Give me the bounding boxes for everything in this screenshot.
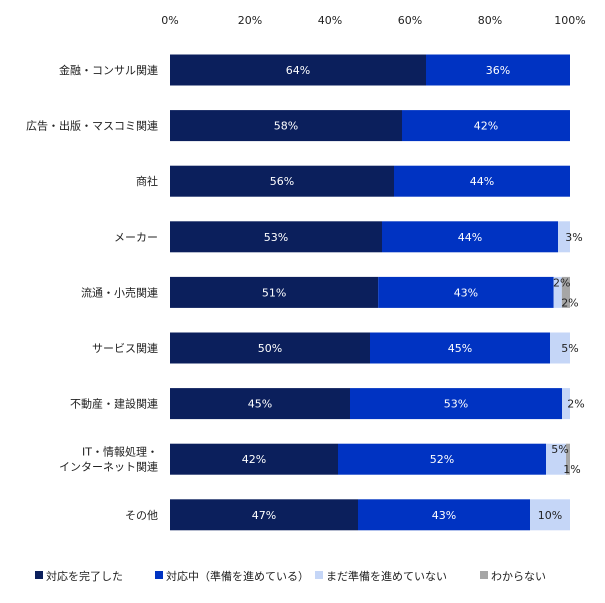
- legend-swatch: [480, 571, 488, 579]
- bar-segment: [170, 221, 382, 253]
- category-label: 商社: [136, 174, 158, 188]
- data-label: 47%: [252, 509, 276, 522]
- bar-segment: [530, 499, 570, 531]
- data-label: 5%: [551, 443, 568, 456]
- data-label: 51%: [262, 286, 286, 299]
- data-label: 2%: [567, 398, 584, 411]
- category-label: IT・情報処理・: [82, 446, 158, 459]
- legend-label: わからない: [491, 570, 546, 583]
- legend-swatch: [315, 571, 323, 579]
- data-label: 44%: [470, 175, 494, 188]
- bar-segment: [350, 388, 562, 420]
- bar-segment: [358, 499, 530, 531]
- category-label: メーカー: [114, 231, 158, 244]
- data-label: 3%: [565, 231, 582, 244]
- bar-segment: [546, 443, 566, 475]
- data-label: 10%: [538, 509, 562, 522]
- bar-segment: [170, 499, 358, 531]
- category-label: 流通・小売関連: [81, 285, 158, 299]
- category-label: 金融・コンサル関連: [59, 63, 158, 77]
- bar-segment: [170, 54, 426, 86]
- bar-segment: [553, 276, 562, 308]
- bar-segment: [370, 332, 550, 364]
- data-label: 56%: [270, 175, 294, 188]
- bar-segment: [426, 54, 570, 86]
- data-label: 52%: [430, 453, 454, 466]
- data-label: 53%: [264, 231, 288, 244]
- bar-segment: [170, 443, 338, 475]
- x-tick-label: 20%: [238, 14, 262, 27]
- bar-segment: [394, 165, 570, 197]
- category-label: 不動産・建設関連: [70, 397, 158, 411]
- data-label: 50%: [258, 342, 282, 355]
- data-label: 45%: [248, 398, 272, 411]
- x-tick-label: 40%: [318, 14, 342, 27]
- data-label: 53%: [444, 398, 468, 411]
- legend-swatch: [35, 571, 43, 579]
- data-label: 43%: [454, 286, 478, 299]
- x-tick-label: 100%: [554, 14, 585, 27]
- data-label: 45%: [448, 342, 472, 355]
- legend-label: 対応を完了した: [46, 569, 123, 583]
- data-label: 58%: [274, 120, 298, 133]
- category-label: サービス関連: [92, 341, 158, 355]
- category-label: その他: [125, 509, 158, 522]
- legend-label: まだ準備を進めていない: [326, 569, 447, 583]
- x-tick-label: 80%: [478, 14, 502, 27]
- data-label: 5%: [561, 342, 578, 355]
- bar-segment: [170, 165, 394, 197]
- category-label: 広告・出版・マスコミ関連: [26, 119, 158, 133]
- data-label: 42%: [242, 453, 266, 466]
- bar-segment: [550, 332, 570, 364]
- bar-segment: [566, 443, 570, 475]
- bar-segment: [558, 221, 570, 253]
- bar-segment: [170, 110, 402, 142]
- category-label: インターネット関連: [59, 460, 158, 474]
- bar-segment: [402, 110, 570, 142]
- data-label: 2%: [553, 276, 570, 289]
- bar-segment: [562, 388, 570, 420]
- bar-segment: [378, 276, 554, 308]
- x-tick-label: 0%: [161, 14, 178, 27]
- bar-segment: [170, 276, 379, 308]
- data-label: 2%: [561, 296, 578, 309]
- bar-segment: [170, 388, 350, 420]
- data-label: 43%: [432, 509, 456, 522]
- data-label: 1%: [563, 463, 580, 476]
- legend-label: 対応中（準備を進めている）: [166, 569, 309, 583]
- bar-segment: [338, 443, 546, 475]
- data-label: 42%: [474, 120, 498, 133]
- bar-segment: [382, 221, 558, 253]
- bar-segment: [561, 276, 570, 308]
- legend-swatch: [155, 571, 163, 579]
- data-label: 64%: [286, 64, 310, 77]
- bar-segment: [170, 332, 370, 364]
- x-tick-label: 60%: [398, 14, 422, 27]
- data-label: 44%: [458, 231, 482, 244]
- data-label: 36%: [486, 64, 510, 77]
